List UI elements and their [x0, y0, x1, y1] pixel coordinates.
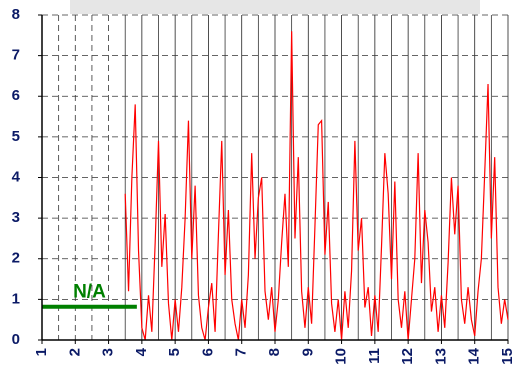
title-box [70, 0, 480, 14]
y-tick-label: 1 [12, 290, 20, 307]
annotation: N/A [73, 282, 106, 303]
y-tick-label: 7 [12, 47, 20, 64]
y-tick-label: 0 [12, 331, 20, 348]
x-tick-label: 12 [399, 348, 416, 365]
x-tick-label: 6 [199, 348, 216, 356]
x-tick-label: 7 [233, 348, 250, 356]
x-tick-label: 1 [33, 348, 50, 356]
y-tick-label: 3 [12, 209, 20, 226]
x-tick-label: 3 [100, 348, 117, 356]
x-tick-label: 8 [266, 348, 283, 356]
data-line [124, 31, 509, 341]
y-tick-label: 6 [12, 87, 20, 104]
x-tick-label: 2 [66, 348, 83, 356]
x-tick-label: 9 [299, 348, 316, 356]
x-tick-label: 13 [432, 348, 449, 365]
y-tick-label: 8 [12, 6, 20, 23]
y-tick-label: 2 [12, 250, 20, 267]
x-tick-label: 5 [166, 348, 183, 356]
x-tick-label: 10 [333, 348, 350, 365]
x-tick-label: 11 [366, 348, 383, 364]
y-tick-label: 5 [12, 128, 20, 145]
x-tick-label: 4 [133, 347, 150, 356]
x-tick-label: 15 [499, 348, 516, 365]
y-tick-label: 4 [12, 168, 21, 185]
x-tick-label: 14 [466, 347, 483, 364]
